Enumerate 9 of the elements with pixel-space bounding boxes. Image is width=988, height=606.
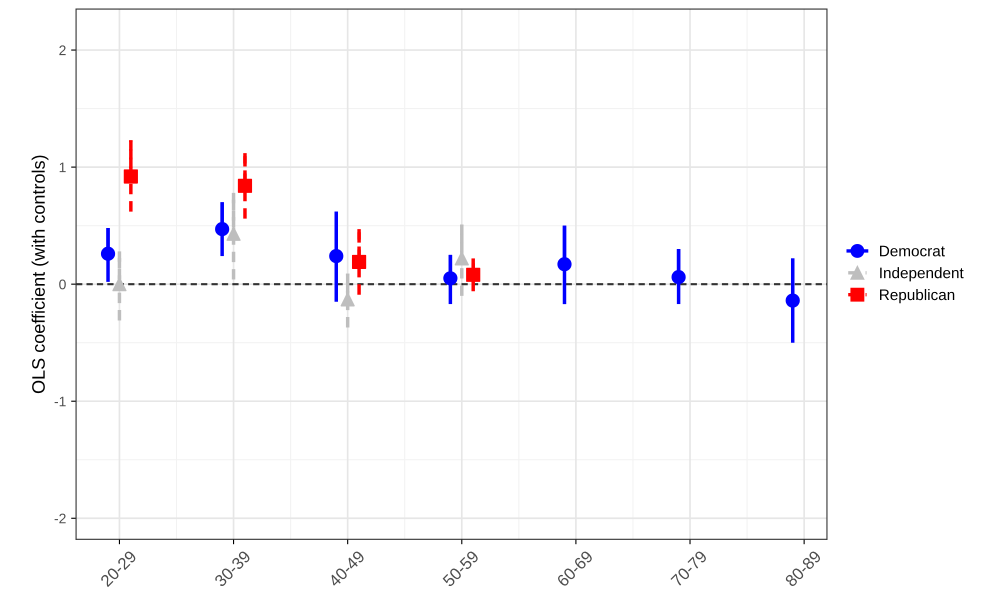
legend-label: Independent xyxy=(880,267,964,282)
y-tick-label: 1 xyxy=(60,162,66,172)
y-axis-title: OLS coefficient (with controls) xyxy=(32,156,48,394)
legend-label: Democrat xyxy=(880,246,945,256)
legend-label: Republican xyxy=(880,288,954,304)
y-tick-label: 0 xyxy=(59,280,66,290)
y-tick-label: -1 xyxy=(54,396,66,406)
y-tick-label: -2 xyxy=(54,514,66,524)
y-tick-label: 2 xyxy=(59,45,66,56)
